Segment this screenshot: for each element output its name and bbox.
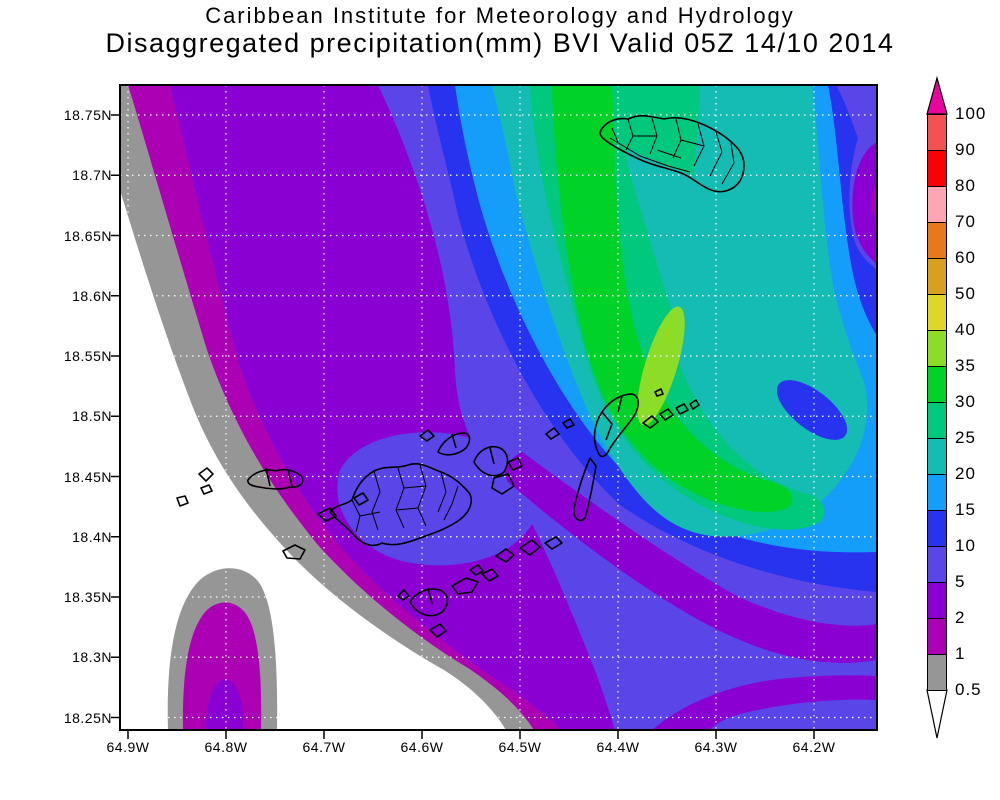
lat-tick-label: 18.55N [63, 348, 112, 364]
lon-tick-label: 64.5W [498, 739, 542, 755]
lat-tick-label: 18.7N [72, 167, 112, 184]
colorbar-label: 40 [955, 320, 976, 339]
tortola-island [329, 463, 473, 547]
colorbar-above-max-arrow [926, 75, 948, 115]
region-isolated-cell-2-5mm-core [206, 679, 244, 730]
colorbar-segment [927, 438, 947, 475]
peter-island [451, 568, 499, 595]
region-5-10mm-tortola-pocket [337, 432, 537, 566]
lat-tick-label: 18.3N [72, 649, 112, 666]
region-2-5mm-dry-slot-2 [652, 675, 877, 730]
guana-camanoe-islands [473, 446, 515, 495]
region-20-25mm-anegada-pocket [626, 148, 749, 331]
island-outlines [176, 115, 745, 638]
norman-island [409, 587, 449, 617]
lat-tick-label: 18.65N [63, 227, 112, 244]
colorbar-label: 30 [955, 392, 976, 411]
colorbar-label: 2 [955, 608, 966, 627]
lat-tick-label: 18.25N [63, 709, 112, 726]
lon-tick-label: 64.4W [596, 739, 640, 755]
tobago-islet [419, 429, 435, 442]
lon-tick-label: 64.8W [204, 739, 248, 755]
colorbar-label: 100 [955, 104, 987, 123]
virgin-gorda-south-tail [573, 457, 597, 522]
lat-tick-label: 18.5N [72, 408, 112, 425]
lon-tick-label: 64.3W [694, 739, 738, 755]
lon-tick-label: 64.6W [400, 739, 444, 755]
lat-tick-label: 18.75N [63, 107, 112, 123]
region-2-5mm-dry-slot-1 [505, 452, 877, 663]
colorbar-label: 90 [955, 140, 976, 159]
lon-tick-label: 64.2W [792, 739, 836, 755]
region-2-5mm-right-edge [852, 142, 877, 264]
colorbar-segment [927, 474, 947, 511]
anegada-island [599, 115, 745, 193]
colorbar-below-min-arrow [926, 689, 948, 739]
colorbar-segment [927, 186, 947, 223]
lon-tick-label: 64.9W [106, 739, 150, 755]
colorbar-label: 80 [955, 176, 976, 195]
lat-tick-label: 18.4N [72, 528, 112, 545]
salt-island [495, 548, 515, 563]
jost-van-dyke-island [437, 432, 471, 456]
colorbar-segment [927, 150, 947, 187]
anegada-parcel-lines [609, 117, 735, 185]
lon-tick-label: 64.7W [302, 739, 346, 755]
colorbar-segment [927, 654, 947, 691]
colorbar-segment [927, 366, 947, 403]
colorbar-segment [927, 546, 947, 583]
small-west-islets [176, 467, 369, 560]
carval-islet [429, 623, 447, 638]
west-islands-cluster [247, 467, 304, 490]
page-title: Caribbean Institute for Meteorology and … [205, 3, 795, 28]
colorbar-segment [927, 510, 947, 547]
colorbar-label: 10 [955, 536, 976, 555]
dog-islets [545, 418, 575, 440]
lat-tick-label: 18.35N [63, 589, 112, 605]
region-isolated-cell-1-2mm [182, 602, 262, 730]
region-30-35mm-ridge [552, 85, 793, 512]
colorbar-label: 35 [955, 356, 976, 375]
region-1-2mm-right-edge [871, 184, 877, 218]
colorbar-label: 25 [955, 428, 976, 447]
colorbar-segment [927, 330, 947, 367]
colorbar-segment [927, 402, 947, 439]
colorbar-label: 70 [955, 212, 976, 231]
ginger-island [544, 536, 563, 550]
colorbar-segment [927, 618, 947, 655]
axis-ticks [111, 114, 815, 739]
colorbar-segment [927, 258, 947, 295]
west-end-islet [317, 507, 337, 522]
pelican-islet [397, 589, 410, 601]
colorbar-label: 20 [955, 464, 976, 483]
colorbar-label: 50 [955, 284, 976, 303]
colorbar-label: 0.5 [955, 680, 982, 699]
page-subtitle: Disaggregated precipitation(mm) BVI Vali… [105, 28, 895, 58]
colorbar-segment [927, 294, 947, 331]
colorbar-label: 60 [955, 248, 976, 267]
colorbar-segment [927, 582, 947, 619]
region-10-15mm-tongue [776, 380, 848, 440]
lat-tick-label: 18.6N [72, 287, 112, 304]
lat-tick-label: 18.45N [63, 468, 112, 485]
region-35-40mm-streak [637, 306, 685, 426]
virgin-gorda-ne-chain [642, 388, 700, 429]
dead-chest-islet [469, 564, 484, 576]
beef-islet [507, 457, 523, 471]
virgin-gorda-island [593, 393, 640, 458]
colorbar-label: 5 [955, 572, 966, 591]
contour-fill-layers [120, 85, 877, 730]
colorbar-label: 1 [955, 644, 966, 663]
colorbar-segment [927, 114, 947, 151]
colorbar-segment [927, 222, 947, 259]
cooper-island [519, 539, 541, 556]
tortola-parcel-lines [351, 464, 459, 533]
map-border [119, 84, 878, 731]
colorbar-label: 15 [955, 500, 976, 519]
